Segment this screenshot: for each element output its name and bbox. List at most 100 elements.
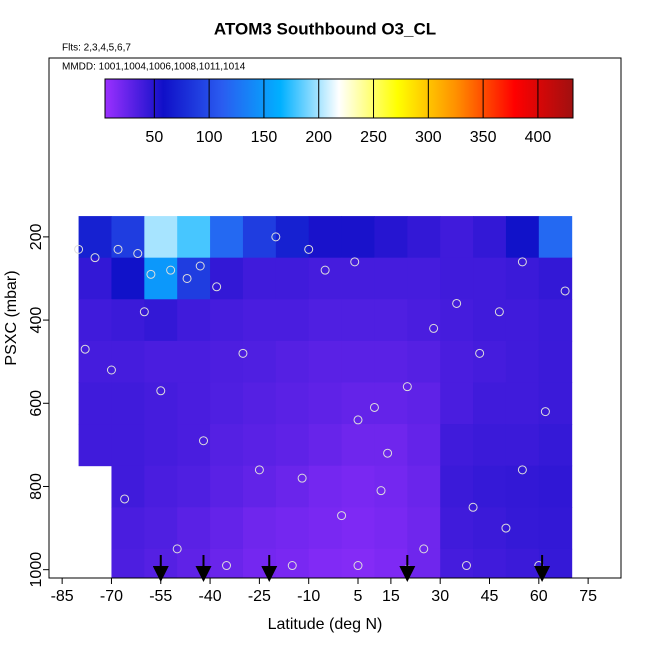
- heat-cell: [111, 257, 145, 300]
- heat-cell: [177, 340, 211, 383]
- heat-cell: [407, 216, 441, 259]
- heat-cell: [177, 257, 211, 300]
- heat-cell: [308, 507, 343, 550]
- heat-cell: [242, 216, 277, 259]
- x-tick-label: 45: [481, 588, 499, 605]
- heat-cell: [341, 216, 375, 259]
- heat-cell: [407, 465, 441, 508]
- heat-cell: [538, 216, 573, 259]
- x-axis-label: Latitude (deg N): [268, 616, 383, 633]
- heat-cell: [538, 382, 573, 425]
- heat-cell: [374, 257, 408, 300]
- heat-cell: [341, 507, 375, 550]
- sample-point: [106, 365, 116, 375]
- heat-cell: [78, 299, 112, 342]
- colorbar-tick-label: 200: [305, 129, 332, 146]
- heat-cell: [341, 382, 375, 425]
- heat-cell: [210, 216, 244, 259]
- x-tick-label: 15: [382, 588, 400, 605]
- heat-cell: [505, 548, 540, 578]
- heat-cell: [538, 507, 573, 550]
- heat-cell: [111, 299, 145, 342]
- heat-cell: [538, 465, 573, 508]
- heat-cell: [374, 216, 408, 259]
- x-tick-label: -40: [199, 588, 222, 605]
- heat-cell: [308, 548, 343, 578]
- heat-cell: [210, 548, 244, 578]
- heat-cell: [505, 507, 540, 550]
- heat-cell: [505, 257, 540, 300]
- heat-cell: [111, 340, 145, 383]
- heat-cell: [440, 507, 474, 550]
- x-tick-label: -55: [149, 588, 172, 605]
- heat-cell: [78, 257, 112, 300]
- sample-point: [297, 473, 307, 483]
- heat-cell: [341, 257, 375, 300]
- heat-cell: [341, 340, 375, 383]
- heat-cell: [473, 507, 507, 550]
- heat-cell: [210, 340, 244, 383]
- sample-point: [271, 232, 281, 242]
- y-tick-label: 1000: [28, 552, 45, 588]
- x-tick-label: -25: [248, 588, 271, 605]
- sample-point: [353, 415, 363, 425]
- x-tick-label: 60: [530, 588, 548, 605]
- subtitle: Flts: 2,3,4,5,6,7: [62, 43, 131, 54]
- sample-point: [540, 407, 550, 417]
- heat-cell: [177, 548, 211, 578]
- sample-point: [199, 436, 209, 446]
- heat-cell: [538, 548, 573, 578]
- heat-cell: [308, 382, 343, 425]
- heat-cell: [440, 424, 474, 467]
- x-tick-label: -85: [51, 588, 74, 605]
- sample-point: [350, 257, 360, 267]
- heat-cell: [275, 216, 310, 259]
- heat-cell: [78, 382, 112, 425]
- heat-cell: [473, 257, 507, 300]
- sample-point: [402, 382, 412, 392]
- heat-cell: [210, 424, 244, 467]
- sample-point: [80, 344, 90, 354]
- heat-cell: [374, 507, 408, 550]
- sample-point: [113, 244, 123, 254]
- heat-cell: [78, 216, 112, 259]
- heat-cell: [407, 507, 441, 550]
- heat-cell: [210, 465, 244, 508]
- sample-point: [353, 561, 363, 571]
- heat-cell: [473, 465, 507, 508]
- heat-cell: [440, 257, 474, 300]
- heat-cell: [242, 257, 277, 300]
- colorbar: [104, 78, 574, 119]
- heat-cell: [210, 299, 244, 342]
- y-axis-label: PSXC (mbar): [3, 270, 20, 365]
- sample-point: [212, 282, 222, 292]
- heat-cell: [144, 257, 178, 300]
- heat-cell: [242, 424, 277, 467]
- sample-point: [139, 307, 149, 317]
- heat-cell: [505, 216, 540, 259]
- colorbar-tick-label: 150: [251, 129, 278, 146]
- heat-cell: [210, 382, 244, 425]
- sample-point: [419, 544, 429, 554]
- heat-cell: [242, 340, 277, 383]
- sample-point: [376, 486, 386, 496]
- sample-point: [475, 348, 485, 358]
- heat-cell: [308, 299, 343, 342]
- heat-cell: [275, 340, 310, 383]
- heat-cell: [275, 465, 310, 508]
- heat-cell: [473, 382, 507, 425]
- sample-point: [287, 561, 297, 571]
- heat-cell: [275, 299, 310, 342]
- sample-point: [195, 261, 205, 271]
- sample-point: [320, 265, 330, 275]
- heat-cell: [144, 507, 178, 550]
- heat-cell: [111, 548, 145, 578]
- heat-cell: [440, 216, 474, 259]
- colorbar-tick-label: 50: [145, 129, 163, 146]
- heat-cell: [374, 382, 408, 425]
- heat-cell: [275, 507, 310, 550]
- heat-cell: [440, 299, 474, 342]
- x-tick-label: 30: [431, 588, 449, 605]
